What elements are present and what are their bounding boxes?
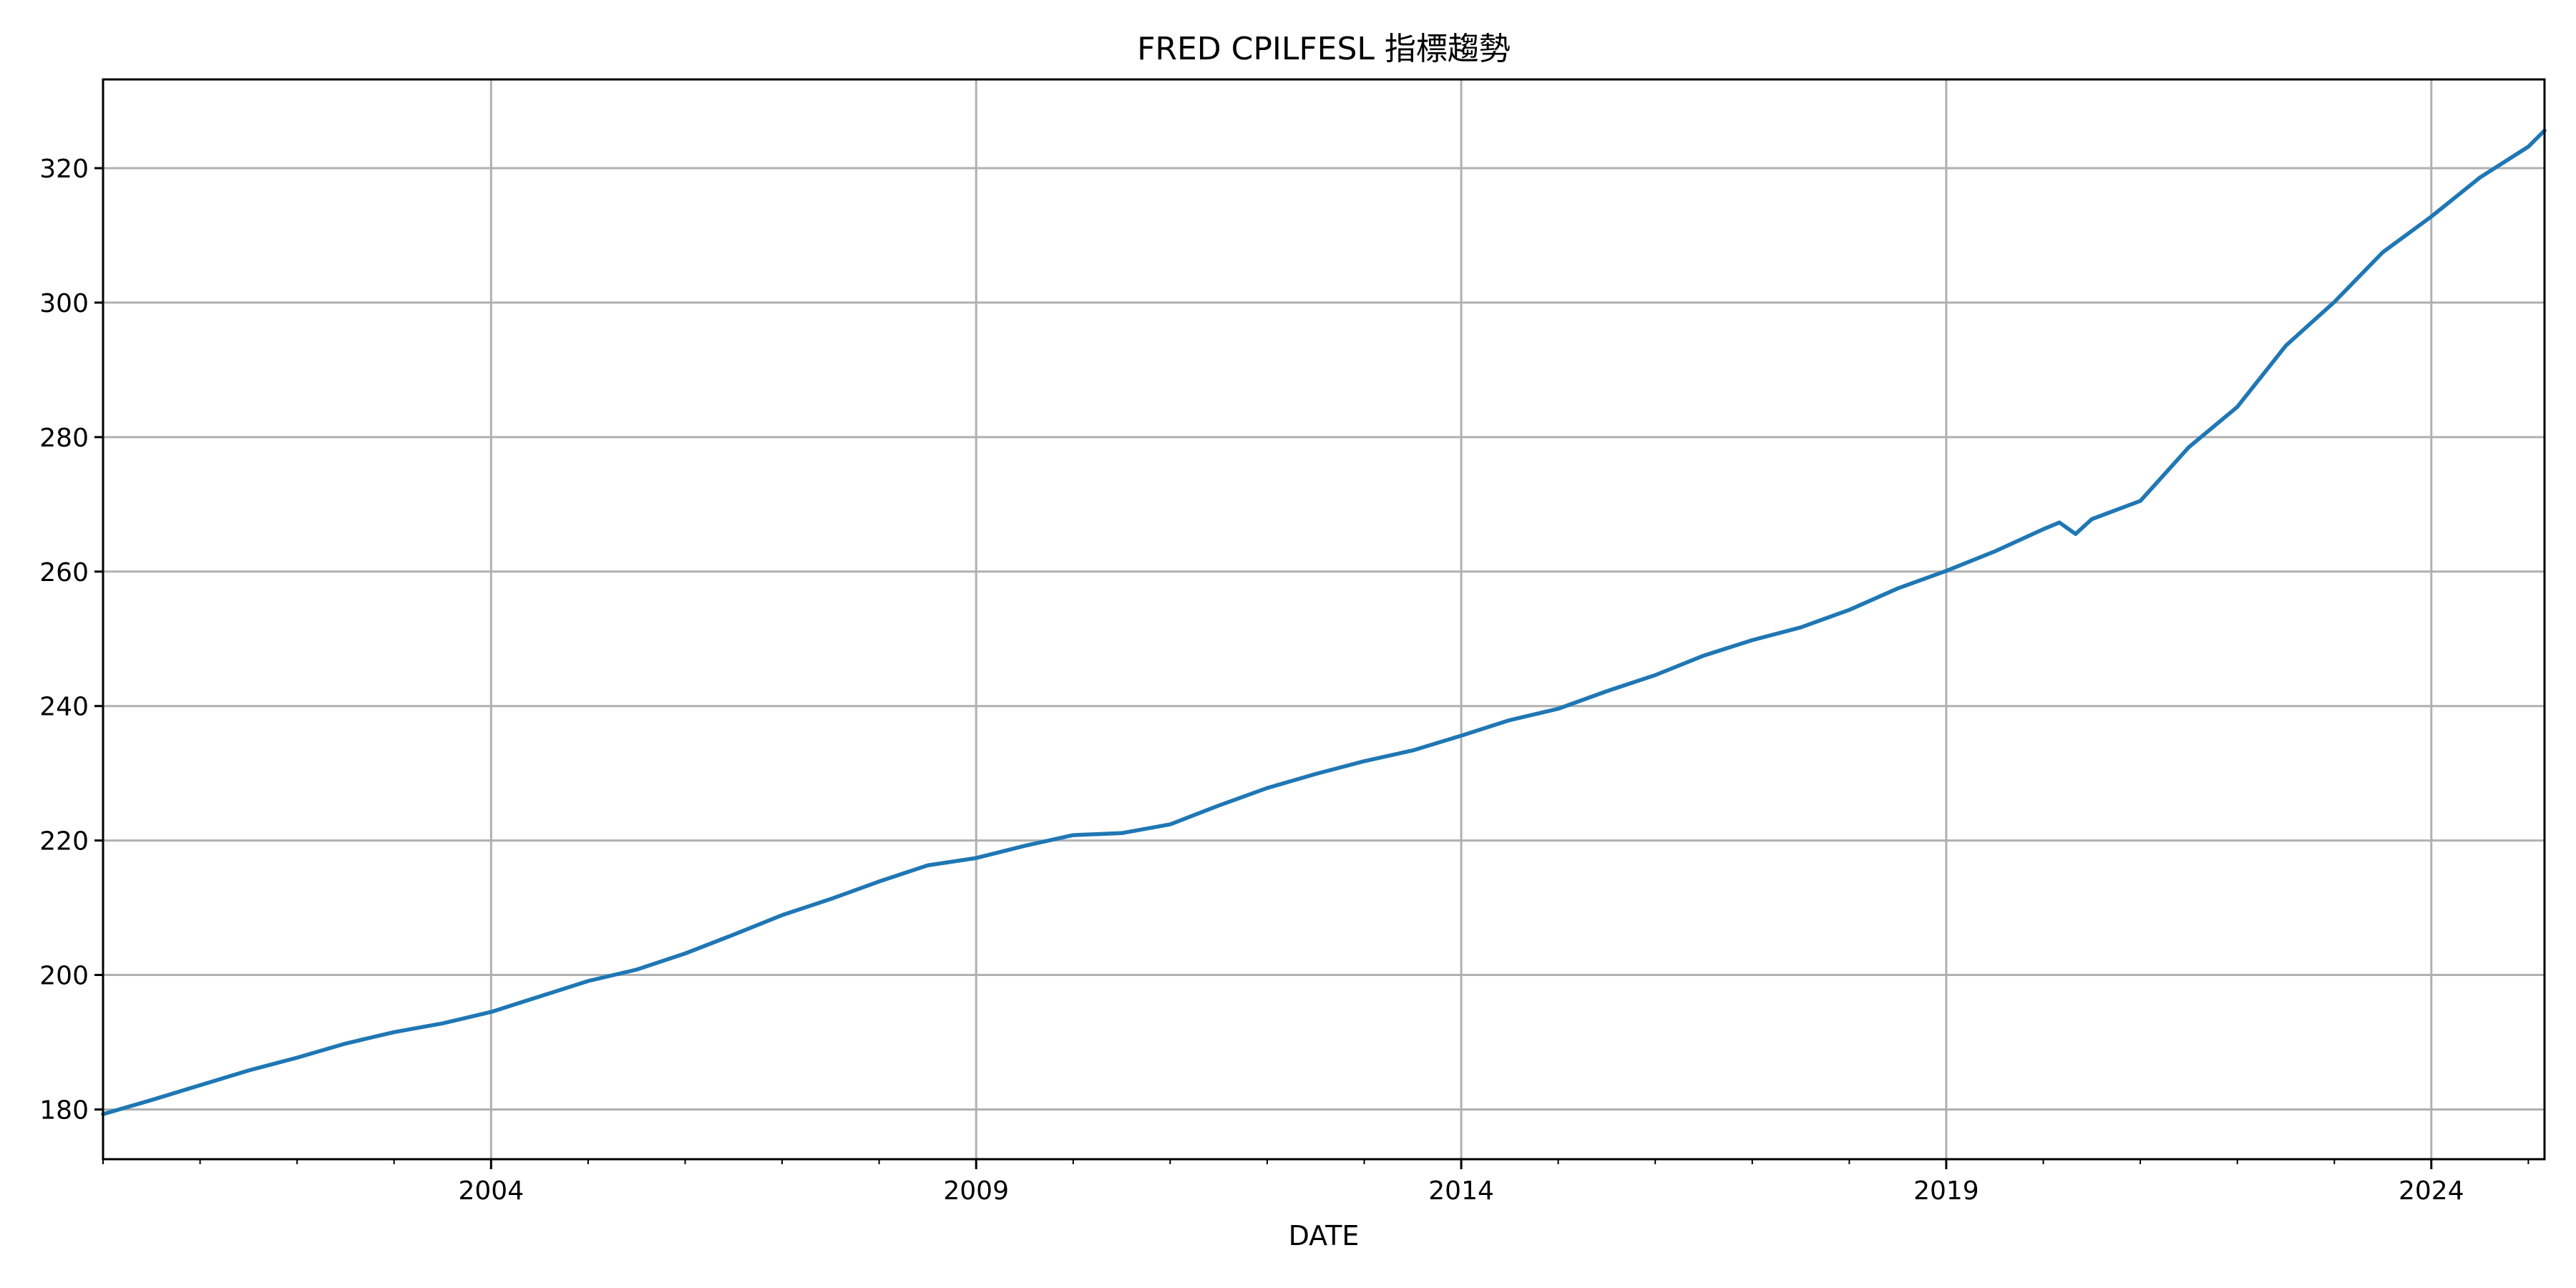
- y-tick-label: 220: [39, 827, 89, 857]
- x-tick-label: 2019: [1913, 1176, 1979, 1206]
- x-axis-label: DATE: [1289, 1220, 1360, 1252]
- x-tick-label: 2004: [458, 1176, 524, 1206]
- x-tick-label: 2024: [2399, 1176, 2464, 1206]
- grid-lines: [103, 79, 2545, 1159]
- y-tick-label: 280: [39, 424, 89, 453]
- y-tick-label: 240: [39, 693, 89, 722]
- series-line: [101, 128, 2547, 1116]
- chart-title: FRED CPILFESL 指標趨勢: [1137, 31, 1511, 67]
- series-layer: [101, 128, 2547, 1116]
- y-tick-label: 320: [39, 155, 89, 184]
- y-tick-label: 200: [39, 962, 89, 991]
- y-tick-label: 180: [39, 1096, 89, 1126]
- y-tick-label: 260: [39, 558, 89, 587]
- x-tick-label: 2014: [1428, 1176, 1494, 1206]
- axis-ticks: 180 200 220 240 260 280 300 320 2004 2009 2014 2019…: [39, 155, 2529, 1206]
- plot-frame: [102, 78, 2546, 1161]
- y-tick-label: 300: [39, 289, 89, 318]
- x-tick-label: 2009: [943, 1176, 1009, 1206]
